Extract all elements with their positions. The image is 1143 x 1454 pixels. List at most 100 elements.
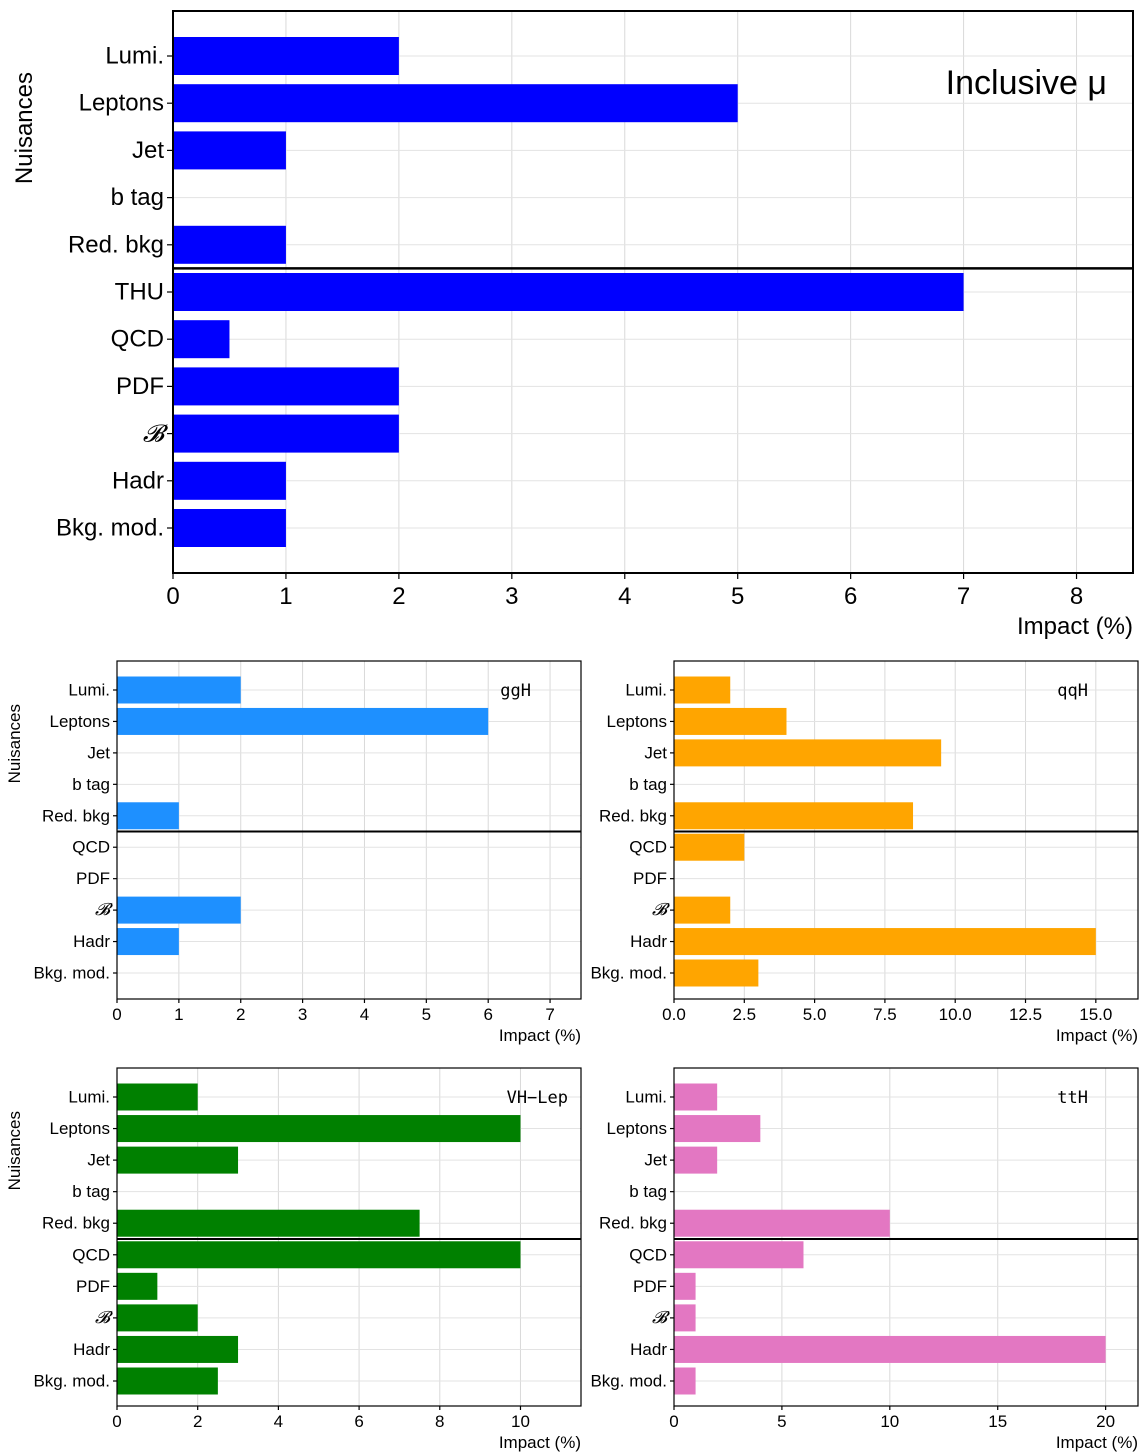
x-tick-label: 2 — [392, 583, 405, 610]
category-label: QCD — [629, 1245, 667, 1264]
category-label: Lumi. — [105, 43, 164, 70]
panel-annotation: qqH — [1057, 681, 1088, 701]
bar — [674, 1335, 1106, 1363]
category-label: Jet — [644, 1151, 667, 1170]
x-tick-label: 0 — [166, 583, 179, 610]
x-tick-label: 5 — [731, 583, 744, 610]
category-label: Lumi. — [625, 1088, 667, 1107]
y-axis-label: Nuisances — [5, 1111, 24, 1190]
chart-panel-1: Lumi. Leptons Jet b tag Red. bkg QCD PDF 𝓑 Hadr B… — [5, 660, 582, 1045]
bar — [117, 1367, 218, 1395]
category-label: Red. bkg — [68, 231, 164, 258]
x-tick-label: 6 — [354, 1412, 363, 1431]
chart-panel-4: Lumi. Leptons Jet b tag Red. bkg QCD PDF 𝓑 Hadr B… — [590, 1067, 1139, 1452]
x-axis-label: Impact (%) — [499, 1026, 581, 1045]
category-label: Leptons — [607, 712, 668, 731]
category-label: Lumi. — [68, 1088, 110, 1107]
x-tick-label: 1 — [279, 583, 292, 610]
category-label: Hadr — [630, 932, 667, 951]
plot-frame — [116, 1067, 582, 1407]
x-axis-label: Impact (%) — [1056, 1026, 1138, 1045]
bar — [117, 1304, 198, 1332]
category-label: PDF — [76, 1277, 110, 1296]
x-tick-label: 4 — [274, 1412, 283, 1431]
bar — [674, 928, 1096, 956]
category-label: b tag — [111, 184, 164, 211]
x-tick-label: 5 — [777, 1412, 786, 1431]
bar — [674, 707, 787, 735]
category-label: b tag — [629, 775, 667, 794]
category-label: 𝓑 — [143, 420, 169, 448]
category-label: PDF — [633, 869, 667, 888]
category-label: Lumi. — [68, 681, 110, 700]
bar — [173, 509, 286, 547]
bar — [117, 1335, 239, 1363]
plot-frame — [116, 660, 582, 1000]
category-label: b tag — [72, 775, 110, 794]
plot-frame — [673, 660, 1139, 1000]
category-label: Jet — [644, 743, 667, 762]
category-label: Leptons — [50, 1119, 111, 1138]
x-tick-label: 2 — [236, 1005, 245, 1024]
bar — [674, 1304, 696, 1332]
x-tick-label: 10.0 — [939, 1005, 972, 1024]
x-tick-label: 12.5 — [1009, 1005, 1042, 1024]
category-label: Bkg. mod. — [56, 515, 164, 542]
x-tick-label: 0 — [112, 1005, 121, 1024]
panel-annotation: Inclusive μ — [946, 64, 1107, 102]
bar — [674, 833, 745, 861]
bar — [117, 896, 241, 924]
category-label: QCD — [111, 326, 164, 353]
x-tick-label: 5.0 — [803, 1005, 827, 1024]
category-label: QCD — [72, 1245, 110, 1264]
category-label: PDF — [76, 869, 110, 888]
bar — [173, 367, 399, 406]
x-tick-label: 4 — [618, 583, 631, 610]
x-axis-label: Impact (%) — [499, 1433, 581, 1452]
panel-annotation: VH−Lep — [507, 1088, 568, 1108]
x-axis-label: Impact (%) — [1056, 1433, 1138, 1452]
category-label: Hadr — [73, 932, 110, 951]
bar — [173, 320, 230, 359]
category-label: 𝓑 — [95, 1308, 113, 1328]
bar — [117, 1241, 521, 1269]
category-label: Bkg. mod. — [33, 964, 110, 983]
category-label: Leptons — [607, 1119, 668, 1138]
category-label: Hadr — [630, 1340, 667, 1359]
category-label: 𝓑 — [95, 900, 113, 920]
bar — [674, 1209, 890, 1237]
bar — [173, 414, 399, 453]
bar — [674, 959, 759, 987]
bar — [173, 131, 286, 170]
category-label: Red. bkg — [599, 806, 667, 825]
category-label: b tag — [629, 1182, 667, 1201]
bar — [173, 461, 286, 500]
x-tick-label: 10 — [511, 1412, 530, 1431]
bar — [117, 676, 241, 704]
x-tick-label: 3 — [505, 583, 518, 610]
category-label: Red. bkg — [42, 806, 110, 825]
x-tick-label: 8 — [1070, 583, 1083, 610]
category-label: Jet — [87, 743, 110, 762]
category-label: Leptons — [79, 90, 164, 117]
x-tick-label: 0 — [669, 1412, 678, 1431]
bar — [117, 928, 179, 956]
bar — [674, 1272, 696, 1300]
category-label: b tag — [72, 1182, 110, 1201]
category-label: Bkg. mod. — [590, 964, 667, 983]
bar — [674, 802, 914, 830]
category-label: 𝓑 — [652, 1308, 670, 1328]
bar — [117, 802, 179, 830]
category-label: Bkg. mod. — [590, 1372, 667, 1391]
x-tick-label: 8 — [435, 1412, 444, 1431]
category-label: QCD — [629, 838, 667, 857]
bar — [674, 1241, 804, 1269]
y-axis-label: Nuisances — [11, 72, 38, 184]
bar — [117, 1146, 239, 1174]
x-tick-label: 15.0 — [1079, 1005, 1112, 1024]
x-tick-label: 2.5 — [732, 1005, 756, 1024]
x-tick-label: 7 — [545, 1005, 554, 1024]
bar — [117, 1115, 521, 1143]
bar — [117, 1272, 158, 1300]
